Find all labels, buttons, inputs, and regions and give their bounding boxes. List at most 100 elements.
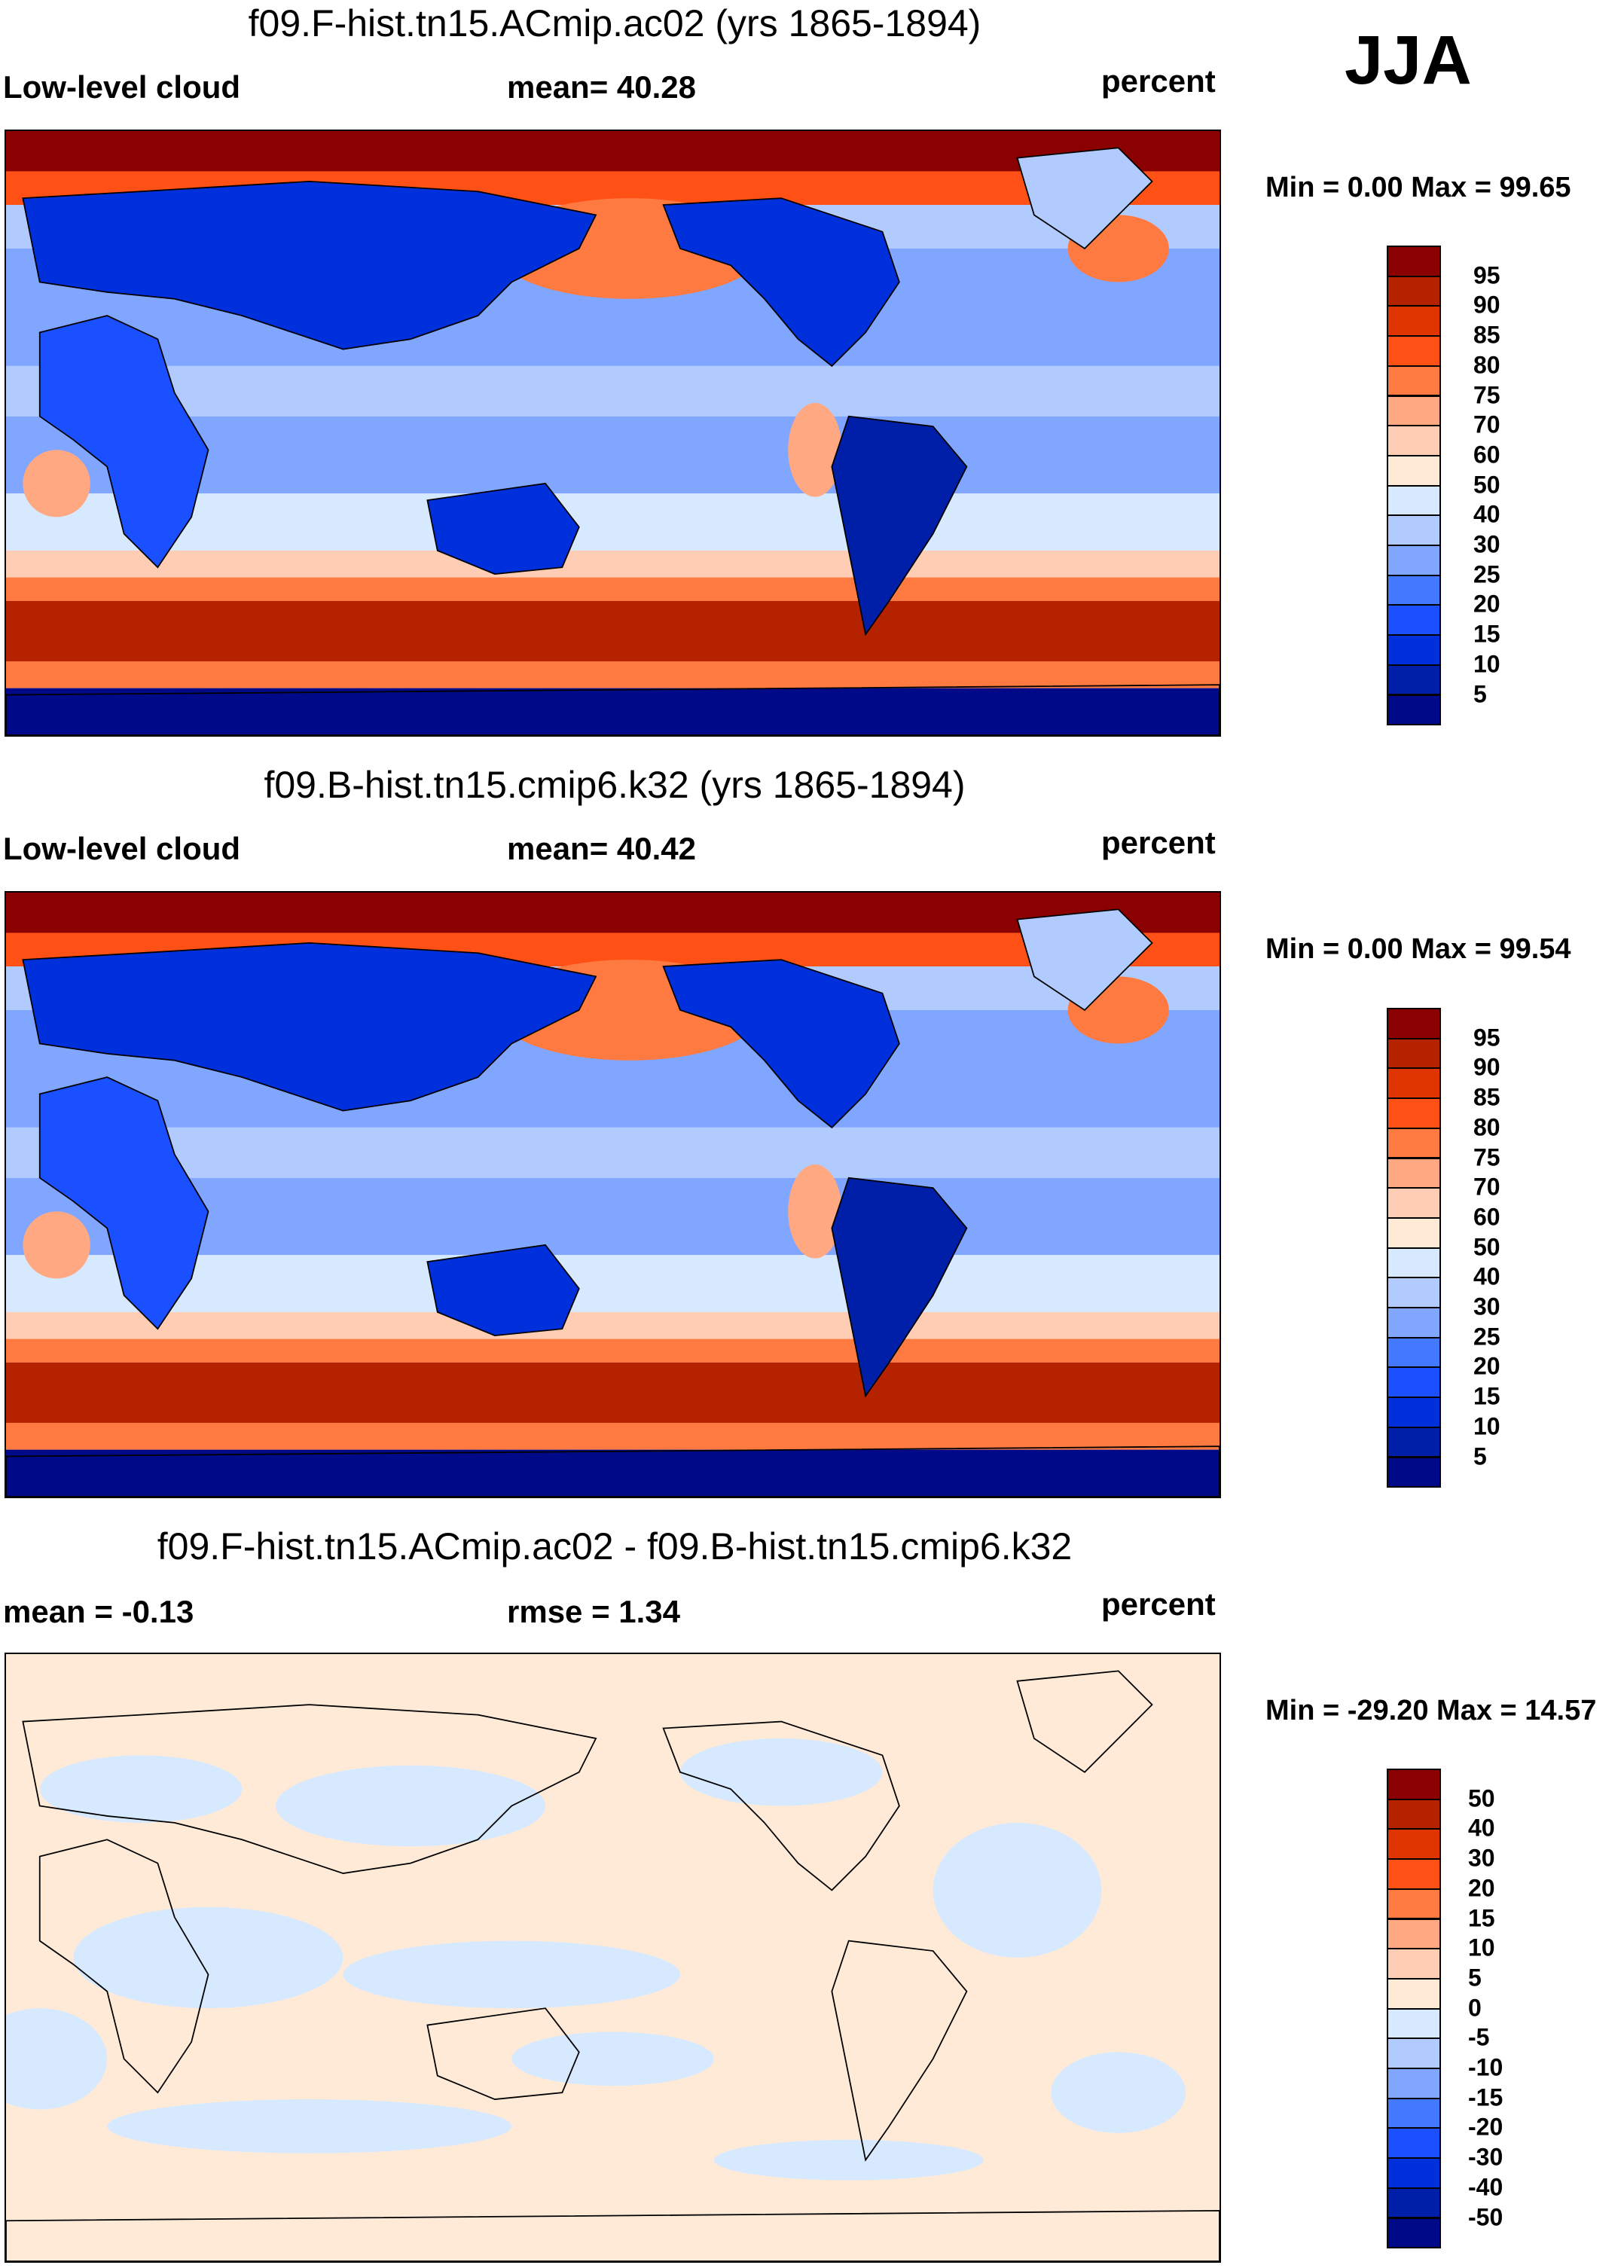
panel-3-units: percent (1101, 1586, 1216, 1622)
panel-2-units: percent (1101, 825, 1216, 860)
coastline (22, 942, 597, 1112)
colorbar-label: 85 (1473, 1083, 1500, 1111)
coastline (662, 959, 900, 1129)
peru-stratocumulus (788, 402, 842, 497)
negative-difference-region (107, 2099, 512, 2154)
negative-difference-region (511, 2031, 714, 2086)
colorbar-box (1387, 1336, 1441, 1369)
colorbar-label: 30 (1473, 1293, 1500, 1320)
australia-land (427, 1244, 579, 1336)
namibia-stratocumulus (23, 450, 90, 517)
colorbar-box (1387, 425, 1441, 456)
colorbar-label: 40 (1473, 500, 1500, 528)
panel-2-mean: mean= 40.42 (507, 831, 697, 866)
colorbar-box (1387, 604, 1441, 636)
colorbar-label: -10 (1468, 2053, 1503, 2081)
latitude-band (6, 1255, 1220, 1312)
colorbar-label: 95 (1473, 1024, 1500, 1052)
colorbar-box (1387, 634, 1441, 666)
colorbar-box (1387, 395, 1441, 427)
colorbar-box (1387, 664, 1441, 696)
colorbar-label: 10 (1473, 1412, 1500, 1440)
colorbar-label: 5 (1468, 1964, 1482, 1992)
colorbar-label: 0 (1468, 1994, 1482, 2022)
colorbar-label: 50 (1473, 471, 1500, 499)
colorbar-box (1387, 2038, 1441, 2069)
coastline (6, 1445, 1220, 1497)
colorbar-box (1387, 1097, 1441, 1129)
colorbar-box (1387, 514, 1441, 546)
latitude-band (6, 416, 1220, 494)
negative-difference-region (933, 1822, 1102, 1958)
colorbar-label: -15 (1468, 2083, 1503, 2111)
panel-3-title: f09.F-hist.tn15.ACmip.ac02 - f09.B-hist.… (157, 1525, 1073, 1567)
colorbar-box (1387, 2127, 1441, 2160)
colorbar-box (1387, 1277, 1441, 1308)
colorbar-box (1387, 1918, 1441, 1950)
panel-1-units: percent (1101, 63, 1216, 99)
colorbar-box (1387, 305, 1441, 337)
colorbar-box (1387, 2217, 1441, 2249)
latitude-band (6, 893, 1220, 933)
colorbar-label: 90 (1473, 291, 1500, 319)
colorbar-label: 5 (1473, 680, 1487, 707)
latitude-band (6, 577, 1220, 601)
colorbar-box (1387, 545, 1441, 576)
colorbar-box (1387, 694, 1441, 726)
latitude-band (6, 1422, 1220, 1450)
greenland-land (1017, 909, 1152, 1010)
namibia-stratocumulus (23, 1211, 90, 1279)
colorbar-label: 25 (1473, 1323, 1500, 1351)
coastline (38, 1839, 209, 2094)
panel-2-minmax: Min = 0.00 Max = 99.54 (1265, 933, 1571, 965)
negative-difference-region (6, 2008, 108, 2110)
colorbar-label: 80 (1473, 1113, 1500, 1141)
australia-land (427, 483, 579, 575)
latitude-band (6, 493, 1220, 551)
latitude-band (6, 688, 1220, 735)
colorbar-box (1387, 484, 1441, 517)
colorbar-box (1387, 1769, 1441, 1800)
panel-2-map (5, 891, 1221, 1498)
season-label: JJA (1345, 22, 1472, 99)
colorbar-label: 5 (1473, 1442, 1487, 1470)
colorbar-box (1387, 1307, 1441, 1339)
panel-1-minmax: Min = 0.00 Max = 99.65 (1265, 172, 1571, 203)
eurasia-land (23, 942, 597, 1111)
colorbar-label: 70 (1473, 1173, 1500, 1201)
coastline (38, 1076, 209, 1330)
panel-1-title: f09.F-hist.tn15.ACmip.ac02 (yrs 1865-189… (248, 2, 981, 44)
colorbar-box (1387, 1798, 1441, 1830)
colorbar-label: -20 (1468, 2113, 1503, 2141)
colorbar-label: 40 (1468, 1814, 1495, 1842)
negative-difference-region (1051, 2052, 1186, 2133)
panel-2-variable: Low-level cloud (3, 831, 241, 866)
colorbar-label: 15 (1468, 1904, 1495, 1931)
panel-2-title: f09.B-hist.tn15.cmip6.k32 (yrs 1865-1894… (264, 764, 966, 806)
colorbar-box (1387, 454, 1441, 487)
coastline (1016, 147, 1153, 250)
colorbar-label: 85 (1473, 321, 1500, 349)
coastline (1016, 1670, 1153, 1773)
colorbar-box (1387, 365, 1441, 397)
colorbar-box (1387, 1127, 1441, 1159)
colorbar-box (1387, 1008, 1441, 1039)
panel-1-variable: Low-level cloud (3, 69, 241, 105)
north-america-land (663, 960, 899, 1128)
coastline (1016, 908, 1153, 1012)
south-america-land (832, 1177, 967, 1397)
colorbar-label: -5 (1468, 2023, 1490, 2051)
cloud-field (6, 893, 1220, 1497)
panel-3-mean: mean = -0.13 (3, 1594, 194, 1629)
colorbar-box (1387, 1977, 1441, 2010)
colorbar-label: 75 (1473, 1143, 1500, 1171)
coastline (426, 2007, 580, 2100)
coastline (38, 315, 209, 569)
colorbar-label: -50 (1468, 2203, 1503, 2230)
coastline (831, 1177, 968, 1398)
colorbar-label: 60 (1473, 441, 1500, 469)
colorbar-label: 80 (1473, 351, 1500, 379)
colorbar-box (1387, 1067, 1441, 1100)
negative-difference-region (73, 1906, 343, 2009)
coastline (426, 1244, 580, 1337)
